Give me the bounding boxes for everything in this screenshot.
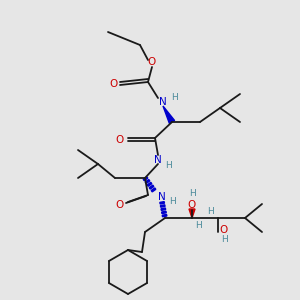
Polygon shape bbox=[147, 182, 152, 186]
Text: O: O bbox=[220, 225, 228, 235]
Text: N: N bbox=[159, 97, 167, 107]
Polygon shape bbox=[189, 209, 195, 218]
Polygon shape bbox=[162, 214, 167, 217]
Text: O: O bbox=[116, 135, 124, 145]
Text: H: H bbox=[195, 221, 201, 230]
Text: H: H bbox=[207, 206, 213, 215]
Polygon shape bbox=[145, 179, 150, 184]
Polygon shape bbox=[149, 185, 154, 189]
Polygon shape bbox=[161, 208, 166, 210]
Text: N: N bbox=[158, 192, 166, 202]
Text: O: O bbox=[188, 200, 196, 210]
Text: H: H bbox=[169, 197, 176, 206]
Text: H: H bbox=[171, 92, 177, 101]
Polygon shape bbox=[160, 205, 165, 207]
Polygon shape bbox=[160, 202, 164, 204]
Text: H: H bbox=[220, 236, 227, 244]
Polygon shape bbox=[162, 211, 166, 214]
Text: O: O bbox=[116, 200, 124, 210]
Polygon shape bbox=[151, 188, 156, 192]
Polygon shape bbox=[163, 106, 175, 124]
Text: H: H bbox=[189, 190, 195, 199]
Polygon shape bbox=[143, 177, 148, 181]
Text: H: H bbox=[166, 160, 172, 169]
Text: O: O bbox=[148, 57, 156, 67]
Text: N: N bbox=[154, 155, 162, 165]
Text: O: O bbox=[109, 79, 117, 89]
